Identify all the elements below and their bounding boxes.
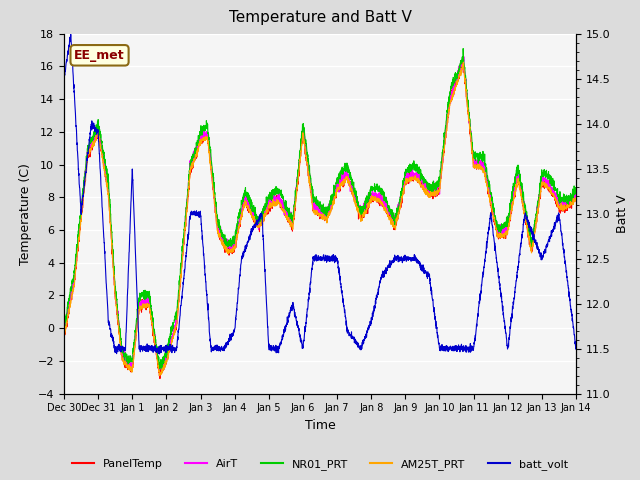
Y-axis label: Batt V: Batt V	[616, 194, 629, 233]
Text: EE_met: EE_met	[74, 49, 125, 62]
Legend: PanelTemp, AirT, NR01_PRT, AM25T_PRT, batt_volt: PanelTemp, AirT, NR01_PRT, AM25T_PRT, ba…	[68, 455, 572, 474]
X-axis label: Time: Time	[305, 419, 335, 432]
Y-axis label: Temperature (C): Temperature (C)	[19, 163, 32, 264]
Title: Temperature and Batt V: Temperature and Batt V	[228, 11, 412, 25]
